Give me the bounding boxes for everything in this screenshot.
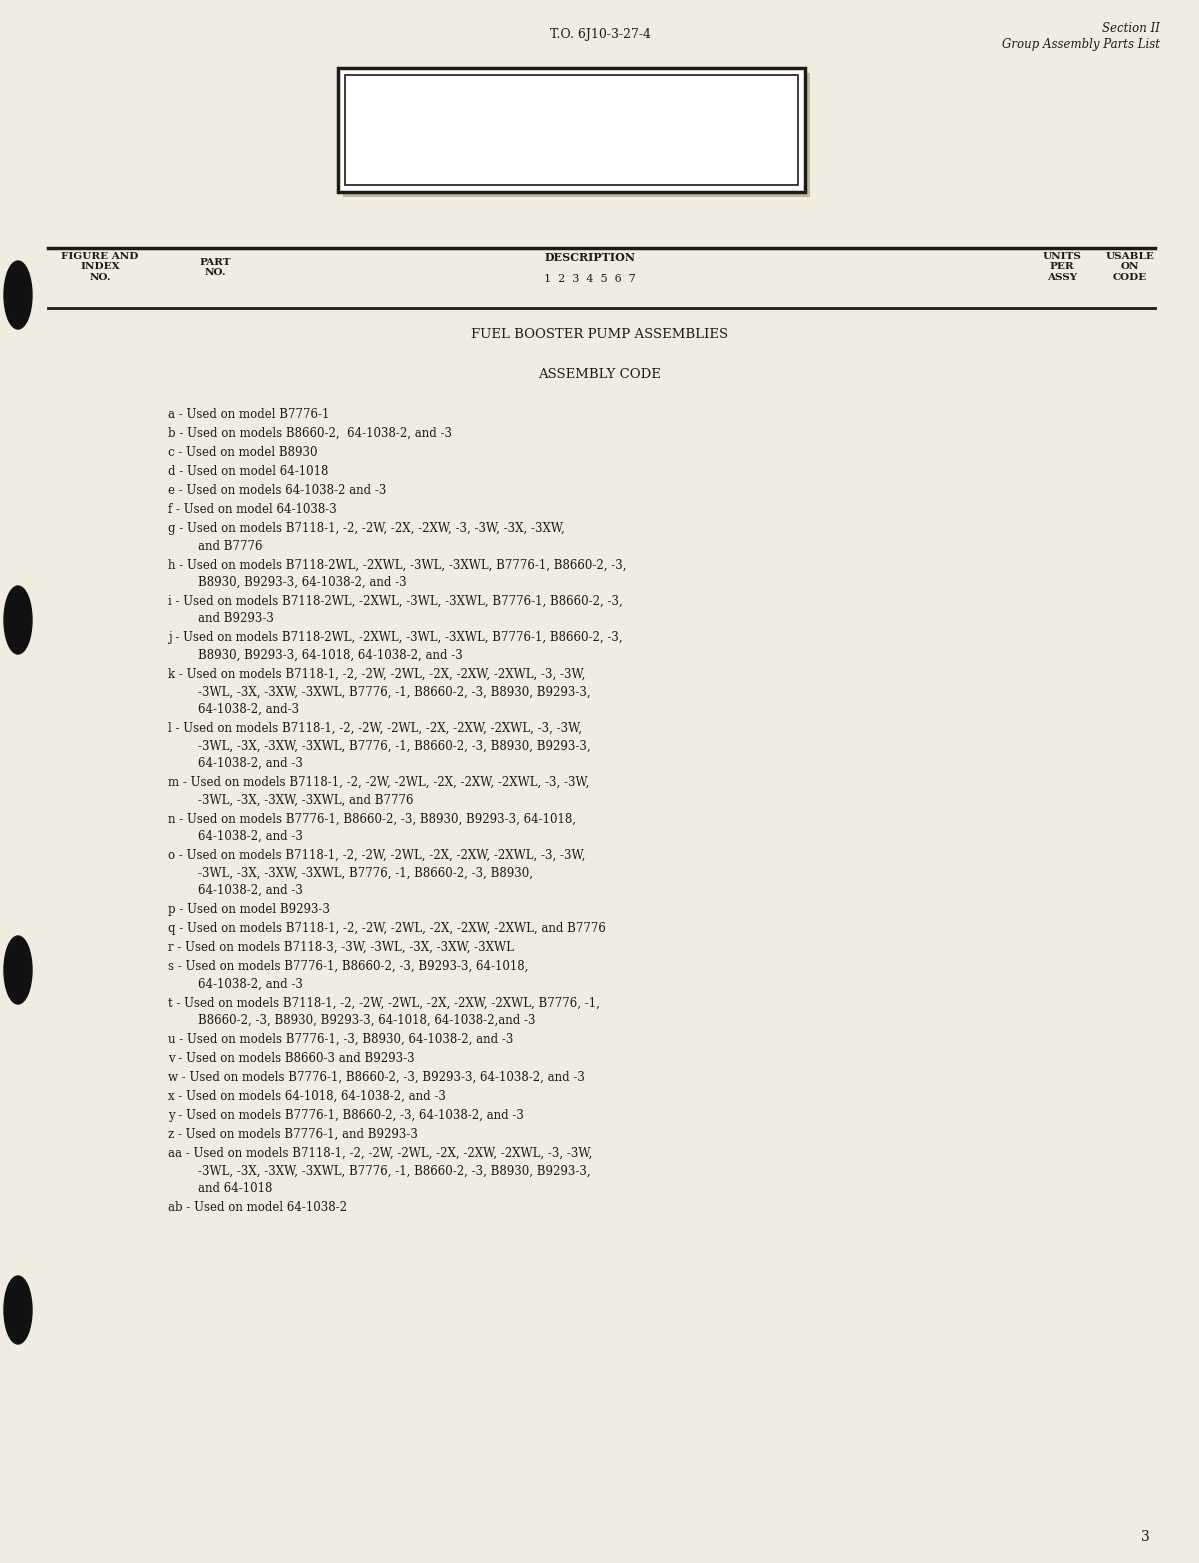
Text: v - Used on models B8660-3 and B9293-3: v - Used on models B8660-3 and B9293-3	[168, 1052, 415, 1064]
Text: GROUP ASSEMBLY PARTS LIST: GROUP ASSEMBLY PARTS LIST	[423, 130, 719, 147]
Text: -3WL, -3X, -3XW, -3XWL, B7776, -1, B8660-2, -3, B8930,: -3WL, -3X, -3XW, -3XWL, B7776, -1, B8660…	[168, 866, 534, 880]
Text: 64-1038-2, and-3: 64-1038-2, and-3	[168, 703, 299, 716]
Text: DESCRIPTION: DESCRIPTION	[544, 252, 635, 263]
Text: p - Used on model B9293-3: p - Used on model B9293-3	[168, 903, 330, 916]
Text: and 64-1018: and 64-1018	[168, 1182, 272, 1196]
Text: 64-1038-2, and -3: 64-1038-2, and -3	[168, 977, 303, 991]
Text: B8930, B9293-3, 64-1018, 64-1038-2, and -3: B8930, B9293-3, 64-1018, 64-1038-2, and …	[168, 649, 463, 663]
Text: o - Used on models B7118-1, -2, -2W, -2WL, -2X, -2XW, -2XWL, -3, -3W,: o - Used on models B7118-1, -2, -2W, -2W…	[168, 849, 585, 863]
Text: B8660-2, -3, B8930, B9293-3, 64-1018, 64-1038-2,and -3: B8660-2, -3, B8930, B9293-3, 64-1018, 64…	[168, 1014, 536, 1027]
Text: 64-1038-2, and -3: 64-1038-2, and -3	[168, 830, 303, 842]
Ellipse shape	[4, 586, 32, 653]
Text: PART
NO.: PART NO.	[199, 258, 230, 277]
Text: -3WL, -3X, -3XW, -3XWL, and B7776: -3WL, -3X, -3XW, -3XWL, and B7776	[168, 794, 414, 807]
Text: t - Used on models B7118-1, -2, -2W, -2WL, -2X, -2XW, -2XWL, B7776, -1,: t - Used on models B7118-1, -2, -2W, -2W…	[168, 997, 600, 1010]
Ellipse shape	[4, 936, 32, 1003]
Text: Group Assembly Parts List: Group Assembly Parts List	[1002, 38, 1159, 52]
Text: 1  2  3  4  5  6  7: 1 2 3 4 5 6 7	[544, 274, 635, 284]
Text: r - Used on models B7118-3, -3W, -3WL, -3X, -3XW, -3XWL: r - Used on models B7118-3, -3W, -3WL, -…	[168, 941, 514, 953]
Text: Section II: Section II	[1102, 22, 1159, 34]
Text: d - Used on model 64-1018: d - Used on model 64-1018	[168, 466, 329, 478]
Text: FUEL BOOSTER PUMP ASSEMBLIES: FUEL BOOSTER PUMP ASSEMBLIES	[471, 328, 729, 341]
Text: q - Used on models B7118-1, -2, -2W, -2WL, -2X, -2XW, -2XWL, and B7776: q - Used on models B7118-1, -2, -2W, -2W…	[168, 922, 605, 935]
Text: c - Used on model B8930: c - Used on model B8930	[168, 445, 318, 460]
Bar	[338, 69, 805, 192]
Text: x - Used on models 64-1018, 64-1038-2, and -3: x - Used on models 64-1018, 64-1038-2, a…	[168, 1089, 446, 1103]
Text: m - Used on models B7118-1, -2, -2W, -2WL, -2X, -2XW, -2XWL, -3, -3W,: m - Used on models B7118-1, -2, -2W, -2W…	[168, 775, 590, 789]
Text: -3WL, -3X, -3XW, -3XWL, B7776, -1, B8660-2, -3, B8930, B9293-3,: -3WL, -3X, -3XW, -3XWL, B7776, -1, B8660…	[168, 739, 591, 752]
Text: 3: 3	[1141, 1530, 1150, 1544]
Ellipse shape	[4, 261, 32, 328]
Text: and B7776: and B7776	[168, 539, 263, 552]
Text: l - Used on models B7118-1, -2, -2W, -2WL, -2X, -2XW, -2XWL, -3, -3W,: l - Used on models B7118-1, -2, -2W, -2W…	[168, 722, 582, 735]
Text: g - Used on models B7118-1, -2, -2W, -2X, -2XW, -3, -3W, -3X, -3XW,: g - Used on models B7118-1, -2, -2W, -2X…	[168, 522, 565, 535]
Text: k - Used on models B7118-1, -2, -2W, -2WL, -2X, -2XW, -2XWL, -3, -3W,: k - Used on models B7118-1, -2, -2W, -2W…	[168, 667, 585, 681]
Text: 64-1038-2, and -3: 64-1038-2, and -3	[168, 756, 303, 771]
Text: z - Used on models B7776-1, and B9293-3: z - Used on models B7776-1, and B9293-3	[168, 1128, 418, 1141]
Text: B8930, B9293-3, 64-1038-2, and -3: B8930, B9293-3, 64-1038-2, and -3	[168, 577, 406, 589]
Text: UNITS
PER
ASSY: UNITS PER ASSY	[1043, 252, 1081, 281]
Text: and B9293-3: and B9293-3	[168, 613, 273, 625]
Text: s - Used on models B7776-1, B8660-2, -3, B9293-3, 64-1018,: s - Used on models B7776-1, B8660-2, -3,…	[168, 960, 529, 974]
Text: T.O. 6J10-3-27-4: T.O. 6J10-3-27-4	[549, 28, 651, 41]
Text: j - Used on models B7118-2WL, -2XWL, -3WL, -3XWL, B7776-1, B8660-2, -3,: j - Used on models B7118-2WL, -2XWL, -3W…	[168, 631, 622, 644]
Text: u - Used on models B7776-1, -3, B8930, 64-1038-2, and -3: u - Used on models B7776-1, -3, B8930, 6…	[168, 1033, 513, 1046]
Text: f - Used on model 64-1038-3: f - Used on model 64-1038-3	[168, 503, 337, 516]
Bar	[343, 73, 811, 197]
Text: n - Used on models B7776-1, B8660-2, -3, B8930, B9293-3, 64-1018,: n - Used on models B7776-1, B8660-2, -3,…	[168, 813, 576, 825]
Text: y - Used on models B7776-1, B8660-2, -3, 64-1038-2, and -3: y - Used on models B7776-1, B8660-2, -3,…	[168, 1110, 524, 1122]
Text: i - Used on models B7118-2WL, -2XWL, -3WL, -3XWL, B7776-1, B8660-2, -3,: i - Used on models B7118-2WL, -2XWL, -3W…	[168, 596, 622, 608]
Text: e - Used on models 64-1038-2 and -3: e - Used on models 64-1038-2 and -3	[168, 485, 386, 497]
Text: -3WL, -3X, -3XW, -3XWL, B7776, -1, B8660-2, -3, B8930, B9293-3,: -3WL, -3X, -3XW, -3XWL, B7776, -1, B8660…	[168, 686, 591, 699]
Text: h - Used on models B7118-2WL, -2XWL, -3WL, -3XWL, B7776-1, B8660-2, -3,: h - Used on models B7118-2WL, -2XWL, -3W…	[168, 558, 627, 572]
Bar	[345, 75, 799, 184]
Text: FIGURE AND
INDEX
NO.: FIGURE AND INDEX NO.	[61, 252, 139, 281]
Text: a - Used on model B7776-1: a - Used on model B7776-1	[168, 408, 330, 420]
Text: w - Used on models B7776-1, B8660-2, -3, B9293-3, 64-1038-2, and -3: w - Used on models B7776-1, B8660-2, -3,…	[168, 1071, 585, 1085]
Text: SECTION II: SECTION II	[517, 100, 626, 117]
Ellipse shape	[4, 1275, 32, 1344]
Text: ASSEMBLY CODE: ASSEMBLY CODE	[538, 367, 662, 381]
Text: -3WL, -3X, -3XW, -3XWL, B7776, -1, B8660-2, -3, B8930, B9293-3,: -3WL, -3X, -3XW, -3XWL, B7776, -1, B8660…	[168, 1164, 591, 1177]
Text: ab - Used on model 64-1038-2: ab - Used on model 64-1038-2	[168, 1200, 347, 1214]
Text: aa - Used on models B7118-1, -2, -2W, -2WL, -2X, -2XW, -2XWL, -3, -3W,: aa - Used on models B7118-1, -2, -2W, -2…	[168, 1147, 592, 1160]
Text: b - Used on models B8660-2,  64-1038-2, and -3: b - Used on models B8660-2, 64-1038-2, a…	[168, 427, 452, 441]
Text: 64-1038-2, and -3: 64-1038-2, and -3	[168, 885, 303, 897]
Text: USABLE
ON
CODE: USABLE ON CODE	[1105, 252, 1155, 281]
